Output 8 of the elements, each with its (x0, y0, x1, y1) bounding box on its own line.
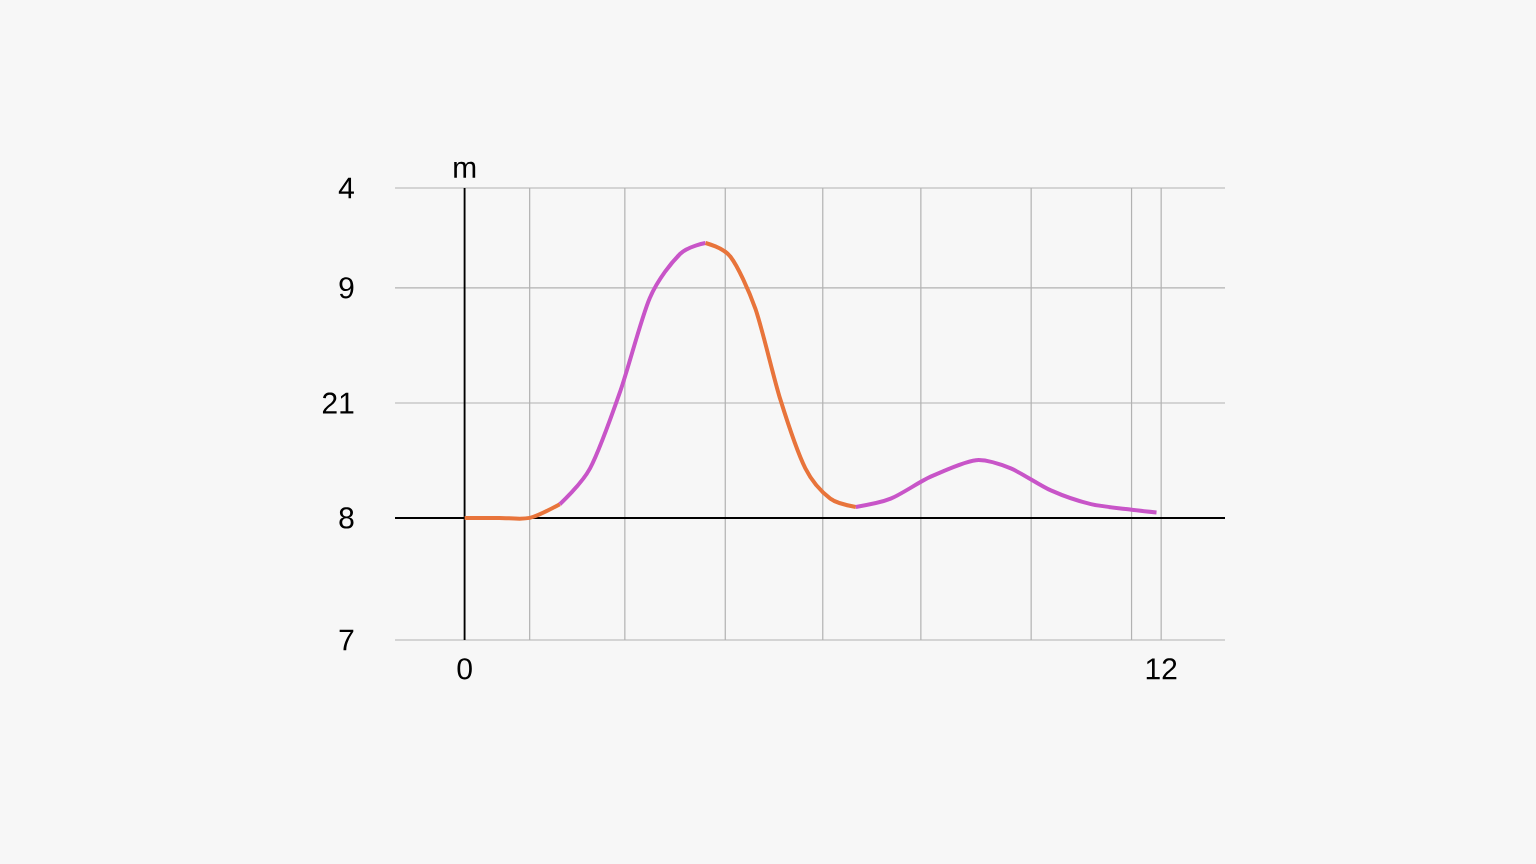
x-tick-label: 0 (457, 658, 472, 680)
x-tick-label: 12 (1146, 658, 1177, 680)
text: 7 (339, 629, 354, 651)
text: 8 (339, 507, 354, 529)
text: 4 (338, 177, 354, 199)
text: 21 (322, 392, 354, 414)
y-axis-title: m (454, 161, 476, 178)
text: 9 (339, 277, 354, 299)
